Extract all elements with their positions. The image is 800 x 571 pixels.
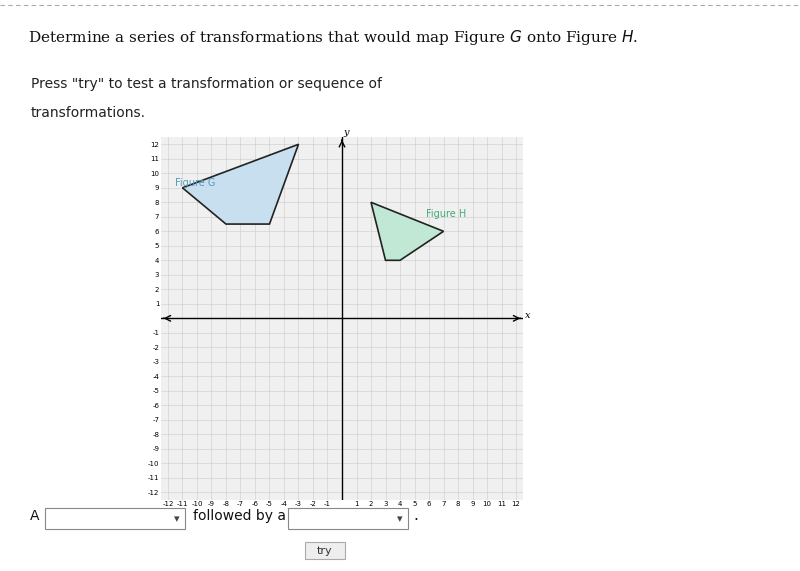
Polygon shape — [371, 202, 443, 260]
Text: Determine a series of transformations that would map Figure $G$ onto Figure $H$.: Determine a series of transformations th… — [28, 27, 638, 47]
Text: ▾: ▾ — [174, 514, 180, 524]
Text: y: y — [344, 128, 349, 137]
Polygon shape — [182, 144, 298, 224]
FancyBboxPatch shape — [305, 542, 345, 560]
Text: transformations.: transformations. — [30, 106, 146, 120]
FancyBboxPatch shape — [288, 508, 408, 529]
Text: Figure H: Figure H — [426, 209, 466, 219]
Text: Press "try" to test a transformation or sequence of: Press "try" to test a transformation or … — [30, 77, 382, 91]
Text: x: x — [525, 311, 530, 320]
Text: A: A — [30, 509, 39, 523]
Text: .: . — [413, 508, 418, 523]
Text: ▾: ▾ — [397, 514, 403, 524]
Text: followed by a: followed by a — [193, 509, 286, 523]
Text: try: try — [317, 545, 333, 556]
Text: Figure G: Figure G — [175, 179, 215, 188]
FancyBboxPatch shape — [45, 508, 185, 529]
